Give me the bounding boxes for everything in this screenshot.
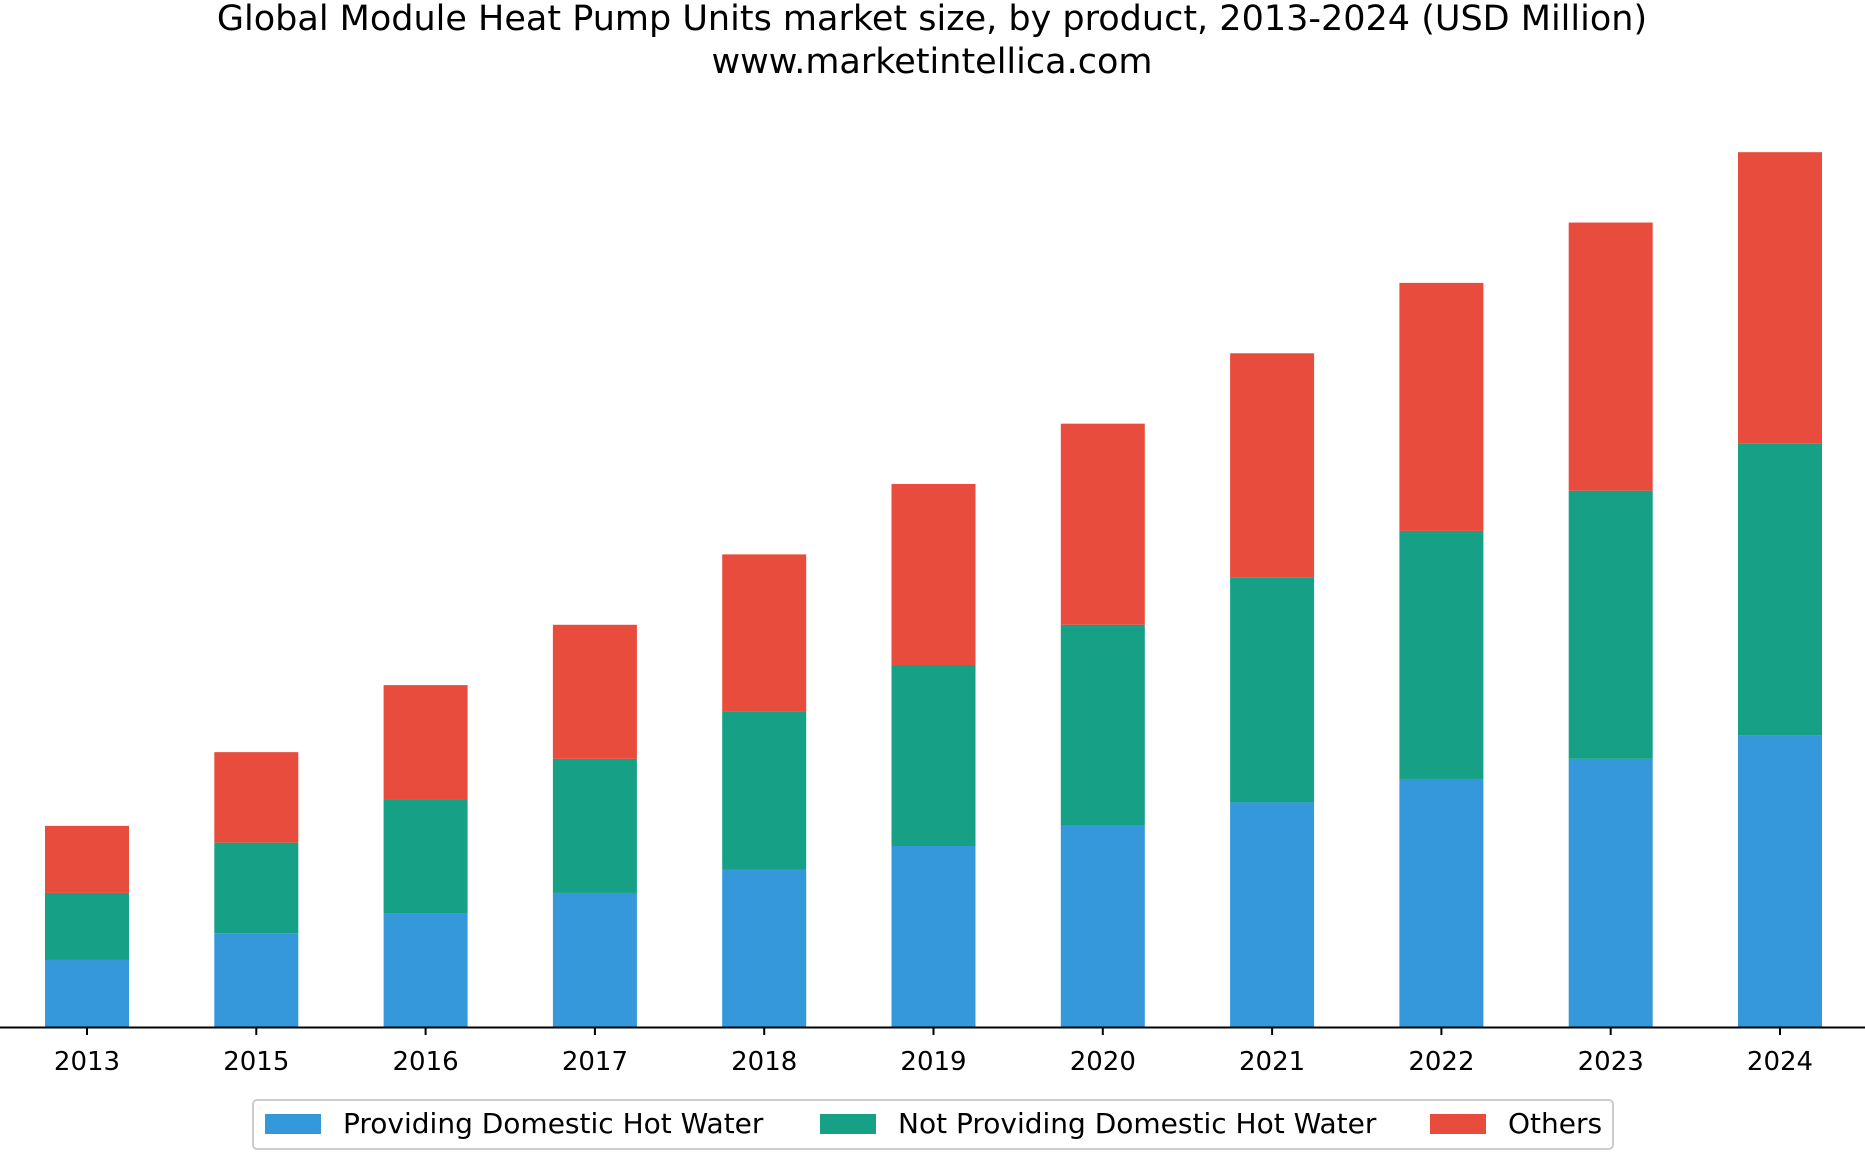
bar-segment-2013-series-2 — [45, 892, 129, 960]
x-tick-label: 2020 — [1070, 1047, 1136, 1077]
bar-segment-2021-series-3 — [1230, 353, 1315, 578]
bar-segment-2015-series-2 — [214, 842, 299, 934]
legend: Providing Domestic Hot Water Not Providin… — [252, 1099, 1614, 1150]
bars-group — [45, 152, 1822, 1027]
legend-swatch-series-2 — [820, 1114, 876, 1134]
bar-segment-2023-series-2 — [1568, 490, 1653, 759]
x-tick-label: 2019 — [900, 1047, 966, 1077]
legend-label-series-3: Others — [1508, 1107, 1602, 1140]
legend-label-series-2: Not Providing Domestic Hot Water — [898, 1107, 1377, 1140]
bar-segment-2018-series-1 — [722, 869, 807, 1027]
bar-segment-2018-series-3 — [722, 554, 807, 712]
chart-subtitle: www.marketintellica.com — [712, 42, 1153, 82]
bar-segment-2015-series-1 — [214, 933, 299, 1027]
bar-segment-2017-series-1 — [552, 892, 637, 1027]
bar-segment-2017-series-2 — [552, 758, 637, 893]
x-tick-label: 2013 — [54, 1047, 120, 1077]
x-tick-label: 2018 — [731, 1047, 797, 1077]
bar-segment-2021-series-1 — [1230, 802, 1315, 1027]
legend-label-series-1: Providing Domestic Hot Water — [343, 1107, 764, 1140]
x-tick-label: 2022 — [1408, 1047, 1474, 1077]
bar-segment-2013-series-1 — [45, 959, 129, 1027]
bar-segment-2019-series-3 — [891, 484, 976, 665]
x-ticks-group: 2013 2015 2016 2017 2018 2019 2020 2021 2022 2023… — [54, 1027, 1813, 1077]
chart-title: Global Module Heat Pump Units market siz… — [217, 0, 1647, 39]
x-tick-label: 2023 — [1578, 1047, 1644, 1077]
legend-swatch-series-3 — [1430, 1114, 1486, 1134]
bar-segment-2020-series-3 — [1060, 423, 1145, 625]
bar-segment-2024-series-3 — [1738, 152, 1822, 444]
bar-segment-2023-series-1 — [1568, 758, 1653, 1027]
bar-segment-2019-series-2 — [891, 665, 976, 846]
bar-segment-2019-series-1 — [891, 846, 976, 1027]
x-tick-label: 2021 — [1239, 1047, 1305, 1077]
bar-segment-2022-series-1 — [1399, 778, 1484, 1027]
legend-frame — [252, 1099, 1614, 1150]
bar-segment-2020-series-1 — [1060, 825, 1145, 1027]
bar-segment-2013-series-3 — [45, 825, 129, 893]
x-tick-label: 2024 — [1747, 1047, 1813, 1077]
bar-segment-2024-series-1 — [1738, 735, 1822, 1027]
x-tick-label: 2015 — [223, 1047, 289, 1077]
bar-segment-2015-series-3 — [214, 752, 299, 843]
bar-segment-2016-series-2 — [383, 799, 468, 914]
bar-segment-2024-series-2 — [1738, 443, 1822, 736]
x-tick-label: 2016 — [393, 1047, 459, 1077]
bar-segment-2022-series-3 — [1399, 282, 1484, 531]
bar-segment-2022-series-2 — [1399, 530, 1484, 779]
bar-segment-2018-series-2 — [722, 711, 807, 870]
x-tick-label: 2017 — [562, 1047, 628, 1077]
bar-segment-2017-series-3 — [552, 624, 637, 759]
bar-segment-2020-series-2 — [1060, 624, 1145, 826]
legend-swatch-series-1 — [265, 1114, 321, 1134]
bar-segment-2016-series-1 — [383, 913, 468, 1027]
bar-segment-2023-series-3 — [1568, 222, 1653, 491]
bar-segment-2021-series-2 — [1230, 577, 1315, 803]
bar-segment-2016-series-3 — [383, 685, 468, 800]
